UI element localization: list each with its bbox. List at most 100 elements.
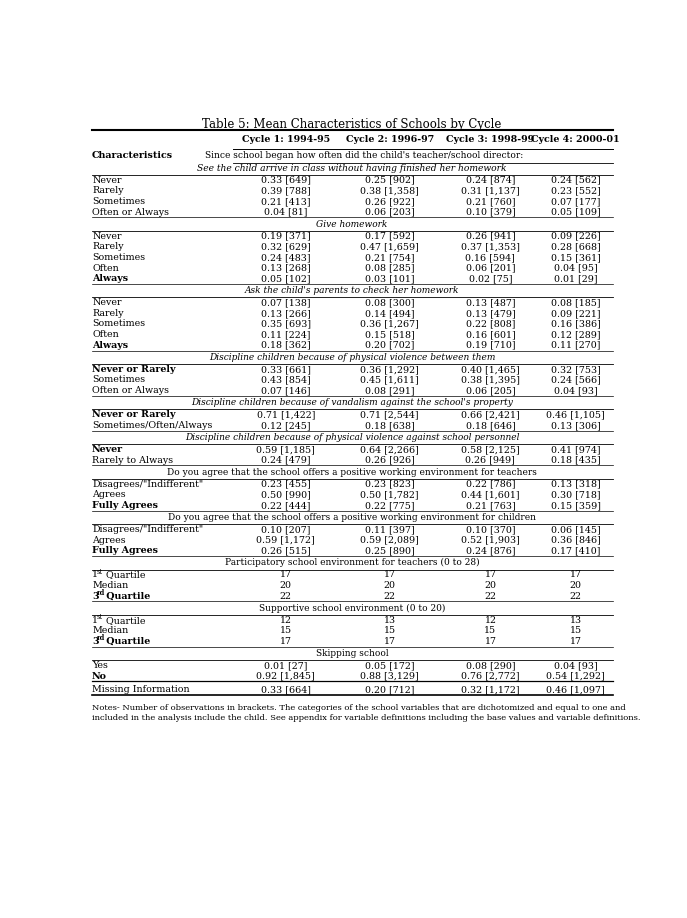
Text: Sometimes: Sometimes: [92, 319, 145, 329]
Text: Rarely: Rarely: [92, 186, 124, 196]
Text: Yes: Yes: [92, 661, 108, 670]
Text: Sometimes: Sometimes: [92, 375, 145, 385]
Text: 0.01 [27]: 0.01 [27]: [264, 661, 308, 670]
Text: 0.08 [185]: 0.08 [185]: [551, 298, 600, 308]
Text: 0.13 [487]: 0.13 [487]: [466, 298, 515, 308]
Text: Never: Never: [92, 445, 123, 453]
Text: 17: 17: [383, 637, 396, 646]
Text: 0.12 [289]: 0.12 [289]: [551, 330, 600, 339]
Text: 0.23 [823]: 0.23 [823]: [365, 479, 414, 488]
Text: 0.14 [494]: 0.14 [494]: [365, 308, 414, 318]
Text: 0.08 [300]: 0.08 [300]: [365, 298, 414, 308]
Text: Always: Always: [92, 274, 128, 283]
Text: 0.45 [1,611]: 0.45 [1,611]: [360, 375, 419, 385]
Text: 17: 17: [484, 570, 497, 579]
Text: No: No: [92, 672, 107, 680]
Text: Rarely to Always: Rarely to Always: [92, 455, 173, 465]
Text: 0.15 [518]: 0.15 [518]: [365, 330, 414, 339]
Text: Disagrees/"Indifferent": Disagrees/"Indifferent": [92, 525, 203, 534]
Text: 0.26 [515]: 0.26 [515]: [261, 546, 311, 555]
Text: Cycle 2: 1996-97: Cycle 2: 1996-97: [346, 135, 433, 144]
Text: Table 5: Mean Characteristics of Schools by Cycle: Table 5: Mean Characteristics of Schools…: [203, 118, 502, 131]
Text: 22: 22: [570, 591, 582, 600]
Text: 0.04 [93]: 0.04 [93]: [554, 386, 598, 395]
Text: 0.05 [172]: 0.05 [172]: [365, 661, 414, 670]
Text: 0.30 [718]: 0.30 [718]: [551, 490, 600, 499]
Text: Rarely: Rarely: [92, 308, 124, 318]
Text: 0.32 [1,172]: 0.32 [1,172]: [461, 686, 520, 694]
Text: 0.40 [1,465]: 0.40 [1,465]: [461, 364, 520, 374]
Text: Never: Never: [92, 231, 122, 241]
Text: 17: 17: [383, 570, 396, 579]
Text: 13: 13: [570, 616, 582, 625]
Text: Quartile: Quartile: [103, 591, 150, 600]
Text: 0.24 [566]: 0.24 [566]: [551, 375, 600, 385]
Text: 0.07 [138]: 0.07 [138]: [261, 298, 311, 308]
Text: 0.36 [1,267]: 0.36 [1,267]: [360, 319, 419, 329]
Text: 0.08 [290]: 0.08 [290]: [466, 661, 515, 670]
Text: 0.35 [693]: 0.35 [693]: [261, 319, 311, 329]
Text: Disagrees/"Indifferent": Disagrees/"Indifferent": [92, 479, 203, 488]
Text: 0.16 [386]: 0.16 [386]: [551, 319, 600, 329]
Text: 0.21 [763]: 0.21 [763]: [466, 501, 515, 509]
Text: 0.04 [81]: 0.04 [81]: [264, 207, 308, 217]
Text: Do you agree that the school offers a positive working environment for children: Do you agree that the school offers a po…: [168, 513, 536, 522]
Text: 0.24 [483]: 0.24 [483]: [261, 252, 311, 262]
Text: Ask the child's parents to check her homework: Ask the child's parents to check her hom…: [245, 286, 460, 296]
Text: 22: 22: [280, 591, 292, 600]
Text: 0.08 [285]: 0.08 [285]: [365, 263, 414, 273]
Text: 3: 3: [92, 591, 99, 600]
Text: 0.66 [2,421]: 0.66 [2,421]: [461, 410, 520, 420]
Text: 0.54 [1,292]: 0.54 [1,292]: [546, 672, 605, 680]
Text: 0.18 [362]: 0.18 [362]: [261, 341, 311, 350]
Text: 17: 17: [280, 637, 292, 646]
Text: 0.28 [668]: 0.28 [668]: [551, 242, 600, 252]
Text: 0.33 [661]: 0.33 [661]: [261, 364, 311, 374]
Text: Agrees: Agrees: [92, 490, 126, 499]
Text: 0.59 [2,089]: 0.59 [2,089]: [360, 535, 419, 544]
Text: 15: 15: [280, 626, 292, 635]
Text: 0.18 [638]: 0.18 [638]: [365, 420, 414, 430]
Text: st: st: [97, 568, 103, 576]
Text: 0.11 [224]: 0.11 [224]: [261, 330, 311, 339]
Text: Discipline children because of physical violence against school personnel: Discipline children because of physical …: [185, 433, 519, 442]
Text: 0.38 [1,358]: 0.38 [1,358]: [360, 186, 419, 196]
Text: Rarely: Rarely: [92, 242, 124, 252]
Text: 0.46 [1,097]: 0.46 [1,097]: [546, 686, 605, 694]
Text: Sometimes: Sometimes: [92, 252, 145, 262]
Text: 0.09 [221]: 0.09 [221]: [551, 308, 600, 318]
Text: 1: 1: [92, 616, 98, 625]
Text: 3: 3: [92, 637, 99, 646]
Text: 0.22 [775]: 0.22 [775]: [365, 501, 414, 509]
Text: 0.38 [1,395]: 0.38 [1,395]: [461, 375, 520, 385]
Text: 0.06 [145]: 0.06 [145]: [551, 525, 600, 534]
Text: 22: 22: [484, 591, 497, 600]
Text: 0.13 [306]: 0.13 [306]: [551, 420, 600, 430]
Text: Often or Always: Often or Always: [92, 207, 169, 217]
Text: 0.18 [435]: 0.18 [435]: [551, 455, 600, 465]
Text: 17: 17: [484, 637, 497, 646]
Text: 0.01 [29]: 0.01 [29]: [554, 274, 598, 283]
Text: 0.10 [370]: 0.10 [370]: [466, 525, 515, 534]
Text: rd: rd: [97, 589, 105, 597]
Text: 0.13 [479]: 0.13 [479]: [466, 308, 515, 318]
Text: Cycle 3: 1998-99: Cycle 3: 1998-99: [447, 135, 534, 144]
Text: 0.71 [1,422]: 0.71 [1,422]: [256, 410, 315, 420]
Text: 0.07 [177]: 0.07 [177]: [551, 196, 600, 206]
Text: Notes- Number of observations in brackets. The categories of the school variable: Notes- Number of observations in bracket…: [92, 704, 640, 722]
Text: 0.10 [379]: 0.10 [379]: [466, 207, 515, 217]
Text: 0.19 [710]: 0.19 [710]: [466, 341, 515, 350]
Text: 0.09 [226]: 0.09 [226]: [551, 231, 600, 241]
Text: See the child arrive in class without having finished her homework: See the child arrive in class without ha…: [197, 164, 507, 174]
Text: 12: 12: [280, 616, 292, 625]
Text: 17: 17: [280, 570, 292, 579]
Text: 13: 13: [383, 616, 396, 625]
Text: 0.26 [926]: 0.26 [926]: [365, 455, 415, 465]
Text: 22: 22: [383, 591, 396, 600]
Text: 0.26 [949]: 0.26 [949]: [466, 455, 515, 465]
Text: 0.13 [268]: 0.13 [268]: [261, 263, 311, 273]
Text: 0.22 [786]: 0.22 [786]: [466, 479, 515, 488]
Text: 0.13 [266]: 0.13 [266]: [261, 308, 311, 318]
Text: 0.19 [371]: 0.19 [371]: [261, 231, 311, 241]
Text: 0.04 [95]: 0.04 [95]: [554, 263, 598, 273]
